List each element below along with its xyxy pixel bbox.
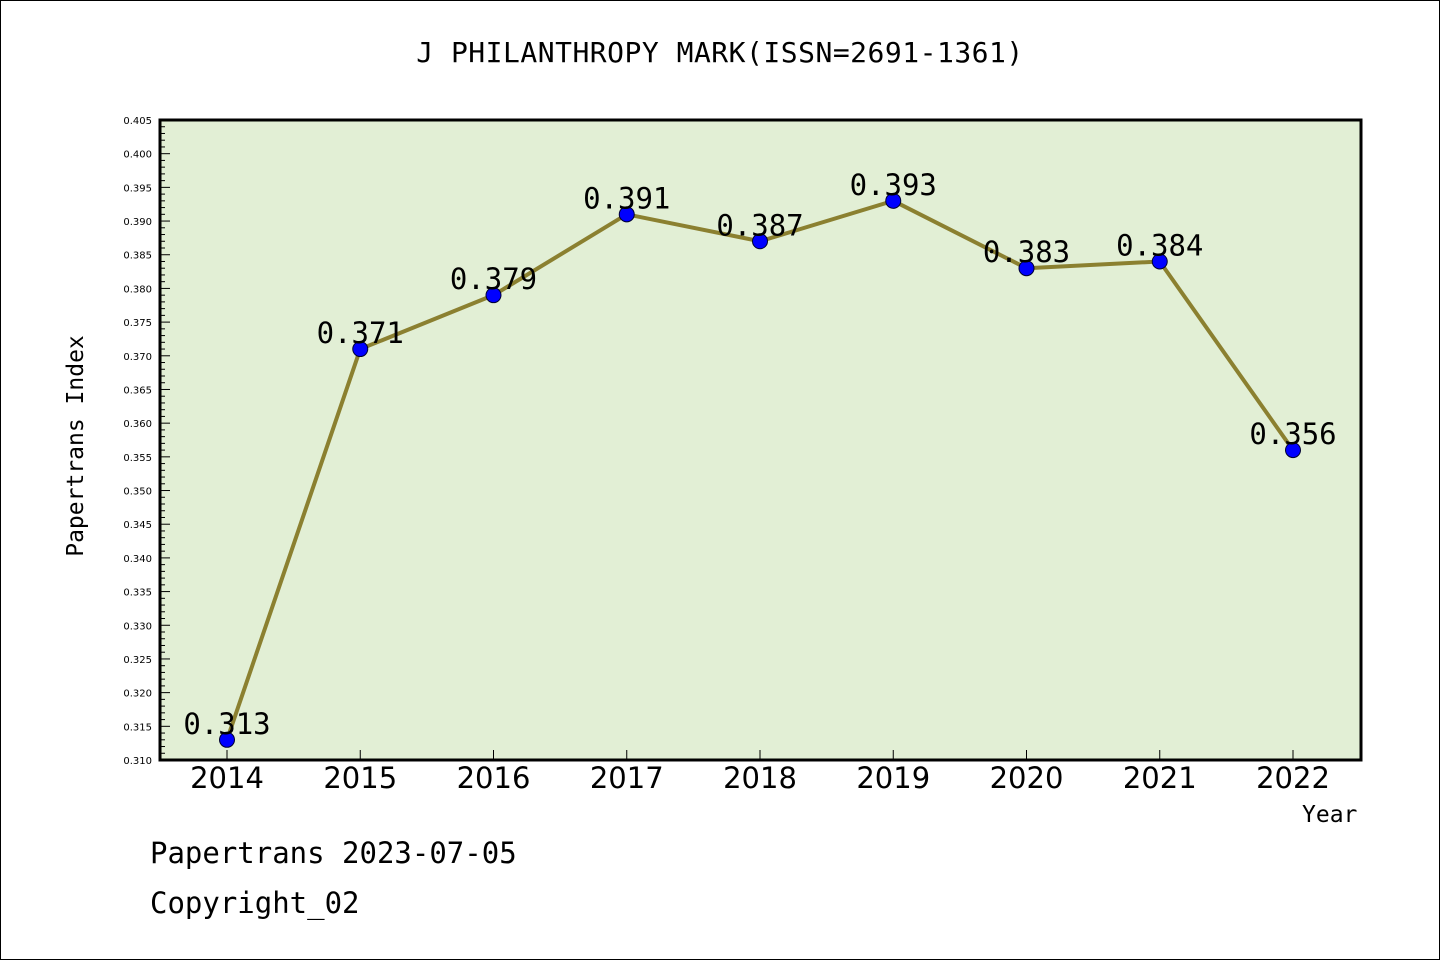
y-axis-ticks: 0.310 0.315 0.320 0.325 0.330 0.335 0.340 0.345… bbox=[123, 116, 170, 767]
x-tick-label: 2021 bbox=[1123, 761, 1197, 795]
y-tick-label: 0.365 bbox=[123, 385, 152, 396]
data-point bbox=[885, 192, 902, 209]
x-axis-ticks: 2014 2015 2016 2017 2018 2019 2020 2021 2022 bbox=[190, 750, 1330, 795]
data-point bbox=[1285, 442, 1301, 459]
footer-copyright: Copyright_02 bbox=[150, 886, 360, 920]
data-label: 0.387 bbox=[716, 208, 803, 242]
x-tick-label: 2022 bbox=[1256, 761, 1330, 795]
chart-title: J PHILANTHROPY MARK(ISSN=2691-1361) bbox=[416, 36, 1024, 69]
plot-border bbox=[158, 118, 1363, 762]
data-label: 0.391 bbox=[583, 181, 670, 215]
y-tick-label: 0.330 bbox=[123, 621, 152, 632]
y-tick-label: 0.320 bbox=[123, 689, 152, 700]
x-axis-label: Year bbox=[1302, 802, 1358, 828]
x-tick-label: 2018 bbox=[723, 761, 797, 795]
data-point bbox=[1018, 260, 1035, 277]
footer-date: Papertrans 2023-07-05 bbox=[150, 836, 517, 870]
y-tick-label: 0.310 bbox=[123, 756, 152, 767]
data-label: 0.313 bbox=[183, 707, 270, 741]
x-tick-label: 2017 bbox=[590, 761, 664, 795]
data-label: 0.371 bbox=[317, 316, 404, 350]
y-tick-label: 0.335 bbox=[123, 588, 152, 599]
data-label: 0.384 bbox=[1116, 228, 1203, 262]
data-point bbox=[1151, 253, 1168, 270]
data-point bbox=[485, 287, 502, 304]
y-tick-label: 0.405 bbox=[123, 116, 152, 127]
y-tick-label: 0.325 bbox=[123, 655, 152, 666]
y-tick-label: 0.350 bbox=[123, 487, 152, 498]
y-tick-label: 0.400 bbox=[123, 150, 152, 161]
data-label: 0.383 bbox=[983, 235, 1070, 269]
plot-background bbox=[160, 120, 1361, 760]
x-tick-label: 2014 bbox=[190, 761, 264, 795]
data-label: 0.356 bbox=[1249, 417, 1336, 451]
x-tick-label: 2016 bbox=[457, 761, 531, 795]
y-tick-label: 0.370 bbox=[123, 352, 152, 363]
y-tick-label: 0.395 bbox=[123, 183, 152, 194]
data-point bbox=[219, 731, 235, 748]
series-markers bbox=[219, 192, 1301, 748]
data-labels: 0.313 0.371 0.379 0.391 0.387 0.393 0.383 0.384… bbox=[183, 168, 1336, 741]
x-tick-label: 2019 bbox=[856, 761, 930, 795]
data-point bbox=[752, 233, 768, 250]
x-tick-label: 2020 bbox=[990, 761, 1064, 795]
y-tick-label: 0.360 bbox=[123, 419, 152, 430]
y-tick-label: 0.340 bbox=[123, 554, 152, 565]
data-label: 0.393 bbox=[850, 168, 937, 202]
y-tick-label: 0.345 bbox=[123, 520, 152, 531]
data-point bbox=[618, 206, 635, 223]
x-tick-label: 2015 bbox=[323, 761, 397, 795]
y-tick-label: 0.375 bbox=[123, 318, 152, 329]
data-label: 0.379 bbox=[450, 262, 537, 296]
y-tick-label: 0.390 bbox=[123, 217, 152, 228]
y-tick-label: 0.385 bbox=[123, 251, 152, 262]
y-tick-label: 0.380 bbox=[123, 284, 152, 295]
data-point bbox=[352, 341, 369, 358]
y-axis-label: Papertrans Index bbox=[63, 335, 89, 557]
y-tick-label: 0.315 bbox=[123, 722, 152, 733]
y-tick-label: 0.355 bbox=[123, 453, 152, 464]
